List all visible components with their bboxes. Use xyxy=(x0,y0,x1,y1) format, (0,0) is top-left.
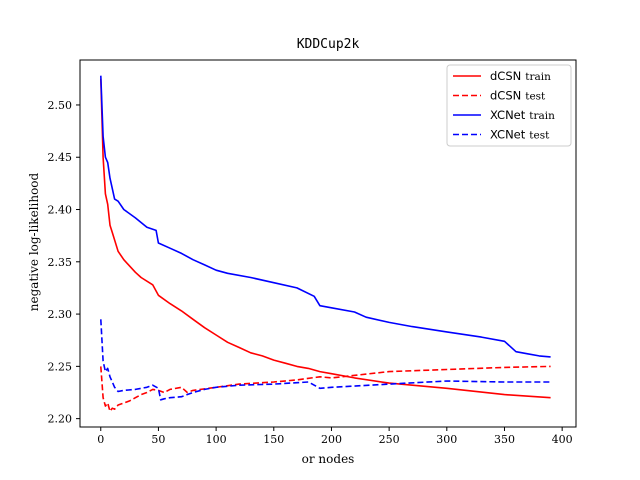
y-tick-label: 2.25 xyxy=(48,360,73,373)
legend-entry-main: dCSN xyxy=(490,89,521,103)
plot-frame xyxy=(79,59,577,428)
legend-box xyxy=(446,64,572,147)
y-tick-label: 2.45 xyxy=(48,151,73,164)
y-tick-label: 2.35 xyxy=(48,256,73,269)
x-tick-label: 350 xyxy=(494,433,515,446)
y-tick-label: 2.50 xyxy=(48,99,73,112)
legend-entry: XCNet test xyxy=(490,128,550,142)
x-tick-label: 250 xyxy=(379,433,400,446)
y-axis-label: negative log-likelihood xyxy=(27,172,41,311)
legend-entry-main: XCNet xyxy=(490,108,526,122)
series-line-xcnet-train xyxy=(100,75,551,358)
series-line-dcsn-test xyxy=(100,365,551,413)
legend-entry-sub: train xyxy=(525,71,551,83)
legend-entry: dCSN test xyxy=(490,89,546,103)
legend-entry-sub: test xyxy=(529,130,550,142)
x-tick-label: 400 xyxy=(552,433,573,446)
y-tick-label: 2.20 xyxy=(48,413,73,426)
legend-entry: XCNet train xyxy=(490,108,555,122)
x-tick-label: 150 xyxy=(263,433,284,446)
legend-entry: dCSN train xyxy=(490,69,551,83)
axes-layer: 0 50 100 150 200 250 300 350 400 2.20 2.25 2.30 2.35… xyxy=(48,99,573,446)
x-tick-label: 0 xyxy=(97,433,104,446)
series-line-dcsn-train xyxy=(100,78,551,399)
series-layer xyxy=(100,75,551,413)
y-tick-label: 2.40 xyxy=(48,204,73,217)
x-tick-label: 300 xyxy=(436,433,457,446)
x-axis-label: or nodes xyxy=(302,452,355,466)
legend-entry-sub: train xyxy=(529,110,555,122)
x-tick-label: 50 xyxy=(151,433,165,446)
chart-title: KDDCup2k xyxy=(297,37,360,52)
legend-entry-sub: test xyxy=(525,91,546,103)
x-tick-label: 100 xyxy=(206,433,227,446)
y-tick-label: 2.30 xyxy=(48,308,73,321)
series-line-xcnet-test xyxy=(100,319,551,401)
legend-entry-main: XCNet xyxy=(490,128,526,142)
legend-entry-main: dCSN xyxy=(490,69,521,83)
x-tick-label: 200 xyxy=(321,433,342,446)
